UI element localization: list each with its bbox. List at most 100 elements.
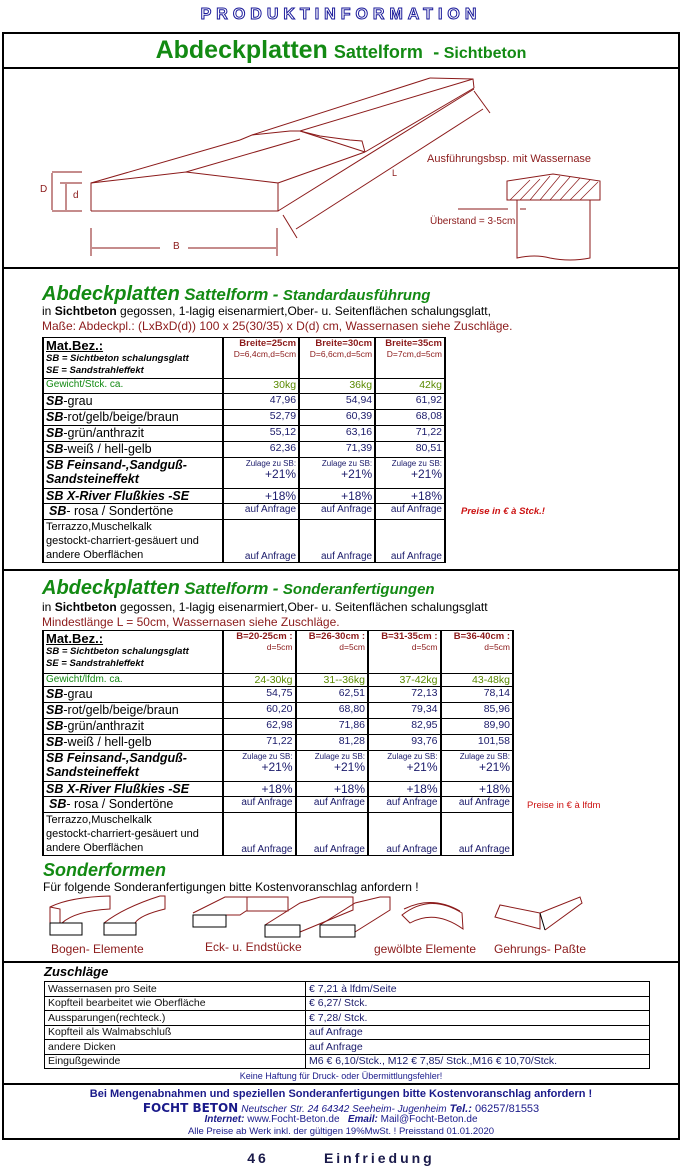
se-legend: SE = Sandstrahleffekt: [46, 365, 144, 376]
column-width: B=36-40cm :: [453, 631, 510, 642]
column-thickness: D=6,6cm,d=5cm: [309, 349, 373, 359]
price-cell: 62,51: [294, 686, 369, 703]
column-header: B=26-30cm : d=5cm: [294, 630, 369, 674]
column-thickness: D=7cm,d=5cm: [386, 349, 442, 359]
title-dash: -: [272, 579, 279, 598]
label-line: Sandsteineffekt: [46, 765, 139, 779]
row-label: Terrazzo,Muschelkalk gestockt-charriert-g…: [42, 519, 224, 563]
sb-prefix: SB: [46, 735, 64, 749]
weight-value: 31--36kg: [294, 673, 369, 687]
table-row: SB- rosa / Sondertöne auf Anfrage auf Anfr…: [42, 796, 514, 813]
company-name: FOCHT BETON: [142, 1101, 239, 1115]
text: gegossen, 1-lagig eisenarmiert,Ober- u. …: [116, 600, 488, 614]
color-label: -grau: [63, 394, 93, 408]
price-cell: 82,95: [367, 718, 442, 735]
footer-company-line: FOCHT BETON Neutscher Str. 24 64342 Seeh…: [0, 1101, 682, 1115]
column-width: B=31-35cm :: [381, 631, 438, 642]
zulage-label: Zulage zu SB:: [391, 459, 442, 468]
price-cell: 60,20: [222, 702, 297, 719]
on-request-cell: auf Anfrage: [367, 796, 442, 813]
price-cell: 79,34: [367, 702, 442, 719]
weight-value: 24-30kg: [222, 673, 297, 687]
sb-prefix: SB: [46, 442, 64, 456]
standard-title: Abdeckplatten Sattelform - Standardausfü…: [42, 283, 430, 306]
surcharge-value: +21%: [333, 760, 365, 774]
page-section: Einfriedung: [323, 1150, 435, 1166]
weight-value: 37-42kg: [367, 673, 442, 687]
main-title: Abdeckplatten Sattelform - Sichtbeton: [0, 36, 682, 65]
row-label: SB Feinsand-,Sandguß- Sandsteineffekt: [42, 750, 224, 782]
column-thickness: d=5cm: [266, 642, 293, 652]
text: gegossen, 1-lagig eisenarmiert,Ober- u. …: [116, 304, 491, 318]
price-cell: 47,96: [221, 393, 301, 410]
label-line: Terrazzo,Muschelkalk: [46, 521, 152, 533]
sonder-min-length: Mindestlänge L = 50cm, Wassernasen siehe…: [42, 615, 340, 629]
text: in: [42, 600, 55, 614]
title-part: Abdeckplatten: [42, 577, 180, 599]
label-line: SB X-River Flußkies -SE: [46, 782, 190, 796]
sonderformen-title: Sonderformen: [43, 860, 167, 880]
table-row: SB-grün/anthrazit 62,98 71,86 82,95 89,90: [42, 718, 514, 735]
price-cell: 71,86: [294, 718, 369, 735]
price-cell: 54,75: [222, 686, 297, 703]
sonder-desc: in Sichtbeton gegossen, 1-lagig eisenarm…: [42, 600, 488, 614]
row-label: SB- rosa / Sondertöne: [42, 503, 224, 520]
sb-prefix: SB: [46, 687, 64, 701]
website-link[interactable]: www.Focht-Beton.de: [247, 1114, 340, 1125]
shape-label: Gehrungs- Paßte: [494, 942, 587, 956]
surcharge-row: Wassernasen pro Seite € 7,21 à lfdm/Seite: [44, 981, 650, 997]
special-shapes-illustration: [49, 895, 583, 938]
table-row: SB- rosa / Sondertöne auf Anfrage auf Anfr…: [42, 503, 446, 520]
page-number: 46: [247, 1150, 269, 1166]
email-label: Email:: [347, 1114, 378, 1125]
gehrung-icon: [494, 896, 583, 931]
title-part: Sattelform: [184, 285, 269, 304]
surcharge-item: Wassernasen pro Seite: [44, 981, 306, 997]
table-row: SB-grau 54,75 62,51 72,13 78,14: [42, 686, 514, 703]
mat-header: Mat.Bez.: SB = Sichtbeton schalungsglatt S…: [42, 337, 224, 379]
page-header-title: PRODUKTINFORMATION: [200, 6, 482, 24]
surcharge-row: Kopfteil bearbeitet wie Oberfläche € 6,27…: [44, 995, 650, 1011]
label-line: - rosa / Sondertöne: [66, 797, 174, 811]
mat-label: Mat.Bez.:: [46, 631, 104, 646]
row-label: SB-grün/anthrazit: [42, 425, 224, 442]
sb-prefix: SB: [46, 703, 64, 717]
price-cell: 55,12: [221, 425, 301, 442]
table-row: SB-grau 47,96 54,94 61,92: [42, 393, 446, 410]
label-line: gestockt-charriert-gesäuert und: [46, 535, 199, 547]
column-header: Breite=25cm D=6,4cm,d=5cm: [221, 337, 301, 379]
mat-label: Mat.Bez.:: [46, 338, 104, 353]
weight-value: 42kg: [374, 378, 446, 394]
tel-label: Tel.:: [449, 1103, 472, 1115]
sb-legend: SB = Sichtbeton schalungsglatt: [46, 646, 189, 657]
price-cell: 62,98: [222, 718, 297, 735]
surcharge-price: M6 € 6,10/Stck., M12 € 7,85/ Stck.,M16 €…: [305, 1053, 650, 1069]
on-request-cell: auf Anfrage: [374, 503, 446, 520]
email-link[interactable]: Mail@Focht-Beton.de: [380, 1114, 478, 1125]
sb-prefix: SB: [46, 394, 64, 408]
surcharge-value: +18%: [294, 781, 369, 797]
column-header: B=20-25cm : d=5cm: [222, 630, 297, 674]
color-label: -grau: [63, 687, 93, 701]
price-note: Preise in € à lfdm: [527, 800, 601, 811]
page-footer: 46 Einfriedung: [0, 1150, 682, 1166]
row-label: SB-grün/anthrazit: [42, 718, 224, 735]
label-line: andere Oberflächen: [46, 549, 144, 561]
weight-value: 36kg: [298, 378, 377, 394]
footer-contact: Internet: www.Focht-Beton.de Email: Mail…: [0, 1114, 682, 1125]
weight-row: Gewicht/Stck. ca. 30kg 36kg 42kg: [42, 378, 446, 394]
on-request-cell: auf Anfrage: [374, 519, 446, 563]
surcharge-value: +18%: [222, 781, 297, 797]
surcharge-row: Kopfteil als Walmabschluß auf Anfrage: [44, 1024, 650, 1040]
weight-value: 30kg: [221, 378, 301, 394]
surcharge-value: +21%: [478, 760, 510, 774]
shape-label: gewölbte Elemente: [374, 942, 477, 956]
sb-prefix: SB: [46, 719, 64, 733]
table-row: SB-weiß / hell-gelb 62,36 71,39 80,51: [42, 441, 446, 458]
surcharge-item: andere Dicken: [44, 1039, 306, 1055]
shape-label: Bogen- Elemente: [51, 942, 144, 956]
color-label: -grün/anthrazit: [63, 719, 144, 733]
label-line: Terrazzo,Muschelkalk: [46, 814, 152, 826]
row-label: SB-weiß / hell-gelb: [42, 734, 224, 751]
table-row: SB-weiß / hell-gelb 71,22 81,28 93,76 101,58: [42, 734, 514, 751]
